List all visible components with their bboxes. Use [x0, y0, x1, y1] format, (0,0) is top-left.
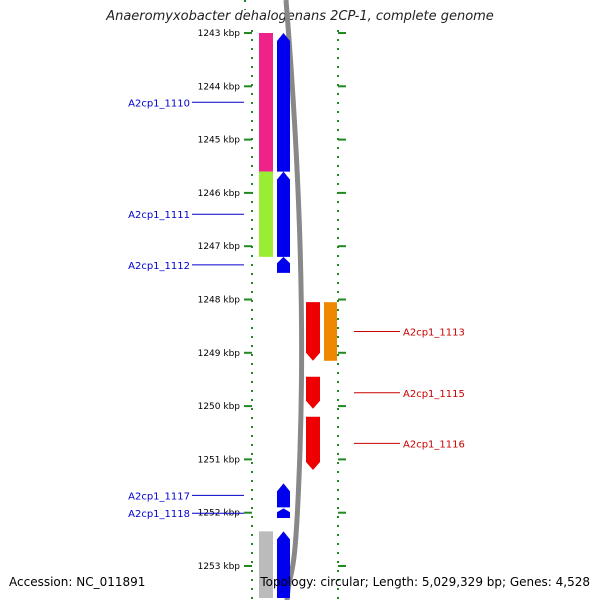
gene-arrow: [277, 508, 290, 519]
accession-label: Accession: NC_011891: [9, 575, 146, 589]
gene-label: A2cp1_1115: [403, 389, 465, 400]
gene-label: A2cp1_1110: [128, 98, 190, 109]
gene-label: A2cp1_1118: [128, 509, 190, 520]
cog-bar: [259, 33, 273, 172]
genome-backbone: [283, 0, 305, 600]
ruler-tick-label: 1249 kbp: [198, 349, 241, 359]
ruler-tick-label: 1253 kbp: [198, 562, 241, 572]
gene-label: A2cp1_1117: [128, 491, 190, 502]
gene-arrow: [306, 416, 320, 471]
ruler-tick-label: 1247 kbp: [198, 242, 241, 252]
gene-arrow: [277, 531, 290, 598]
gene-arrow: [306, 376, 320, 409]
topology-label: Topology: circular; Length: 5,029,329 bp…: [260, 575, 590, 589]
gene-arrow: [277, 171, 290, 257]
ruler-tick-label: 1243 kbp: [198, 29, 241, 39]
gene-label: A2cp1_1111: [128, 210, 190, 221]
ruler-tick-label: 1250 kbp: [198, 402, 241, 412]
ruler-tick-label: 1248 kbp: [198, 296, 241, 306]
gene-label: A2cp1_1112: [128, 261, 190, 272]
gene-arrow: [277, 33, 290, 172]
gene-arrow: [277, 483, 290, 508]
ruler-tick-label: 1244 kbp: [198, 82, 241, 92]
gene-label: A2cp1_1113: [403, 327, 465, 338]
cog-bar: [324, 302, 337, 361]
cog-bar: [259, 171, 273, 257]
ruler-tick-label: 1251 kbp: [198, 455, 241, 465]
cog-bar: [259, 531, 273, 598]
ruler-tick-label: 1245 kbp: [198, 136, 241, 146]
gene-arrow: [306, 302, 320, 361]
map-title: Anaeromyxobacter dehalogenans 2CP-1, com…: [106, 9, 494, 24]
ruler-tick-label: 1246 kbp: [198, 189, 241, 199]
gene-arrow: [277, 256, 290, 273]
gene-label: A2cp1_1116: [403, 439, 465, 450]
